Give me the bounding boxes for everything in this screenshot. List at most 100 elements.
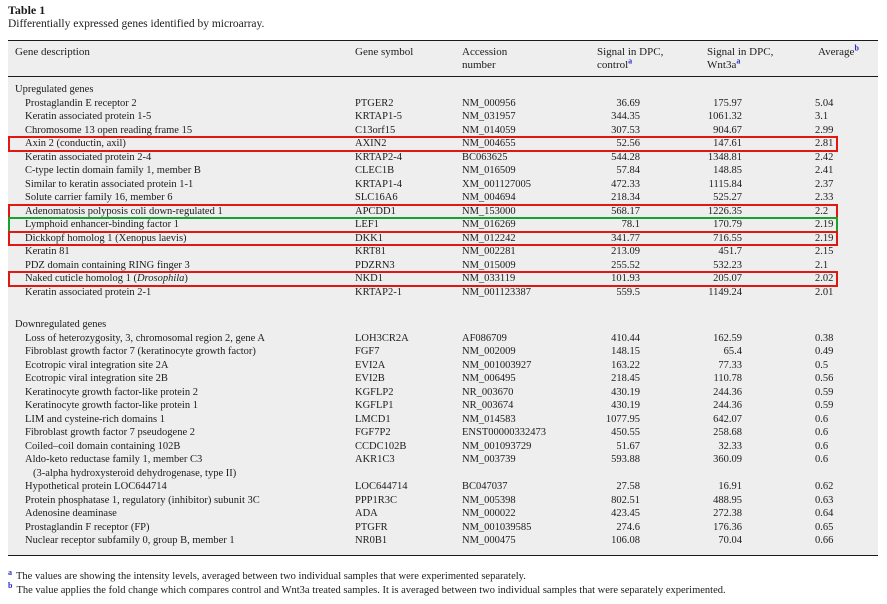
table-row: Lymphoid enhancer-binding factor 1 LEF1 NM… bbox=[8, 217, 878, 232]
cell-average: 0.65 bbox=[815, 521, 834, 533]
cell-gene-symbol: PPP1R3C bbox=[355, 494, 398, 506]
cell-signal-wnt3a: 1061.32 bbox=[707, 111, 742, 122]
table-caption: Differentially expressed genes identifie… bbox=[8, 18, 265, 30]
table-row: Keratin 81 KRT81 NM_002281 213.09 451.7 2.15 bbox=[8, 245, 878, 259]
section-downregulated: Downregulated genes Loss of heterozygosi… bbox=[8, 318, 878, 548]
cell-gene-description: Naked cuticle homolog 1 (Drosophila) bbox=[25, 273, 188, 284]
cell-accession-number: ENST00000332473 bbox=[462, 427, 546, 438]
cell-gene-description: Keratin 81 bbox=[25, 246, 70, 257]
cell-gene-symbol: FGF7P2 bbox=[355, 427, 391, 438]
cell-signal-wnt3a: 642.07 bbox=[713, 413, 742, 425]
cell-signal-control: 423.45 bbox=[611, 508, 640, 519]
cell-accession-number: NM_003739 bbox=[462, 454, 516, 465]
cell-accession-number: NM_001093729 bbox=[462, 440, 532, 452]
cell-signal-control: 163.22 bbox=[611, 359, 640, 371]
cell-gene-symbol: EVI2A bbox=[355, 359, 386, 371]
cell-average: 2.81 bbox=[815, 138, 834, 149]
table-row: Keratin associated protein 1-5 KRTAP1-5 NM… bbox=[8, 110, 878, 124]
table-row: Keratin associated protein 2-4 KRTAP2-4 BC… bbox=[8, 151, 878, 165]
cell-signal-wnt3a: 244.36 bbox=[713, 400, 742, 411]
cell-signal-wnt3a: 1115.84 bbox=[708, 178, 742, 190]
table-number: Table 1 bbox=[8, 3, 46, 17]
table-row: Fibroblast growth factor 7 (keratinocyte… bbox=[8, 345, 878, 359]
cell-average: 0.62 bbox=[815, 481, 834, 492]
cell-average: 2.41 bbox=[815, 165, 834, 176]
table-row: Fibroblast growth factor 7 pseudogene 2 F… bbox=[8, 426, 878, 440]
cell-gene-symbol: FGF7 bbox=[355, 346, 380, 357]
cell-average: 3.1 bbox=[815, 111, 829, 122]
cell-gene-symbol: C13orf15 bbox=[355, 124, 396, 136]
table-row: Ecotropic viral integration site 2A EVI2A… bbox=[8, 359, 878, 373]
cell-accession-number: NM_001039585 bbox=[462, 521, 532, 533]
cell-signal-control: 593.88 bbox=[611, 454, 640, 465]
footnote-marker-a: a bbox=[8, 567, 12, 577]
cell-gene-description: Aldo-keto reductase family 1, member C3(… bbox=[8, 453, 355, 480]
cell-gene-symbol: PTGER2 bbox=[355, 97, 394, 109]
cell-gene-symbol: KRTAP1-4 bbox=[355, 178, 402, 190]
cell-gene-description: Ecotropic viral integration site 2A bbox=[25, 359, 169, 371]
cell-accession-number: NM_002281 bbox=[462, 246, 516, 257]
cell-average: 0.49 bbox=[815, 346, 834, 357]
cell-accession-number: NM_002009 bbox=[462, 346, 516, 357]
cell-signal-wnt3a: 716.55 bbox=[713, 232, 742, 244]
table-body: Upregulated genes Prostaglandin E recept… bbox=[8, 77, 878, 555]
footnote-marker-a: a bbox=[736, 55, 741, 65]
cell-average: 2.19 bbox=[815, 219, 834, 230]
cell-gene-description: Adenosine deaminase bbox=[25, 508, 117, 519]
cell-accession-number: NM_001003927 bbox=[462, 359, 532, 371]
cell-signal-control: 559.5 bbox=[616, 286, 640, 298]
cell-signal-control: 802.51 bbox=[611, 494, 640, 506]
cell-signal-control: 568.17 bbox=[611, 205, 640, 217]
table-row: Protein phosphatase 1, regulatory (inhib… bbox=[8, 494, 878, 508]
cell-average: 2.01 bbox=[815, 286, 834, 298]
cell-accession-number: XM_001127005 bbox=[462, 178, 532, 190]
cell-gene-description: Ecotropic viral integration site 2B bbox=[25, 373, 168, 384]
cell-gene-description: Keratinocyte growth factor-like protein … bbox=[25, 386, 198, 398]
table-row: LIM and cysteine-rich domains 1 LMCD1 NM_0… bbox=[8, 413, 878, 427]
cell-signal-wnt3a: 258.68 bbox=[713, 427, 742, 438]
cell-gene-description: C-type lectin domain family 1, member B bbox=[25, 165, 201, 176]
cell-average: 2.15 bbox=[815, 246, 834, 257]
cell-signal-control: 36.69 bbox=[616, 97, 640, 109]
cell-average: 0.6 bbox=[815, 427, 829, 438]
cell-gene-symbol: KRT81 bbox=[355, 246, 386, 257]
cell-signal-wnt3a: 32.33 bbox=[718, 440, 742, 452]
footnote-a: a The values are showing the intensity le… bbox=[8, 567, 526, 582]
cell-gene-symbol: KRTAP2-1 bbox=[355, 286, 402, 298]
cell-accession-number: NM_033119 bbox=[462, 273, 516, 284]
cell-signal-wnt3a: 148.85 bbox=[713, 165, 742, 176]
cell-signal-wnt3a: 904.67 bbox=[713, 124, 742, 136]
cell-signal-control: 148.15 bbox=[611, 346, 640, 357]
cell-accession-number: NM_005398 bbox=[462, 494, 516, 506]
cell-average: 2.02 bbox=[815, 273, 834, 284]
table-row: Keratinocyte growth factor-like protein … bbox=[8, 399, 878, 413]
cell-signal-wnt3a: 488.95 bbox=[713, 494, 742, 506]
section-label: Downregulated genes bbox=[15, 319, 107, 330]
cell-gene-symbol: PTGFR bbox=[355, 521, 388, 533]
cell-gene-symbol: SLC16A6 bbox=[355, 192, 398, 203]
cell-accession-number: NM_016269 bbox=[462, 219, 516, 230]
table-row: Adenosine deaminase ADA NM_000022 423.45 272… bbox=[8, 507, 878, 521]
cell-signal-control: 27.58 bbox=[616, 481, 640, 492]
table-row: Solute carrier family 16, member 6 SLC16A… bbox=[8, 191, 878, 205]
table-row: Loss of heterozygosity, 3, chromosomal r… bbox=[8, 332, 878, 346]
cell-average: 2.2 bbox=[815, 205, 829, 217]
cell-signal-control: 52.56 bbox=[616, 138, 640, 149]
cell-gene-symbol: LMCD1 bbox=[355, 413, 391, 425]
cell-signal-wnt3a: 176.36 bbox=[713, 521, 742, 533]
cell-average: 5.04 bbox=[815, 97, 834, 109]
cell-signal-wnt3a: 532.23 bbox=[713, 259, 742, 271]
cell-gene-description: Solute carrier family 16, member 6 bbox=[25, 192, 173, 203]
cell-average: 2.1 bbox=[815, 259, 829, 271]
cell-gene-description: Dickkopf homolog 1 (Xenopus laevis) bbox=[25, 232, 187, 244]
cell-gene-symbol: LEF1 bbox=[355, 219, 379, 230]
cell-accession-number: NM_153000 bbox=[462, 205, 516, 217]
cell-gene-description: Fibroblast growth factor 7 pseudogene 2 bbox=[25, 427, 196, 438]
cell-gene-description: Keratinocyte growth factor-like protein … bbox=[25, 400, 198, 411]
cell-average: 0.64 bbox=[815, 508, 834, 519]
cell-gene-description: Adenomatosis polyposis coli down-regulat… bbox=[25, 205, 223, 217]
cell-signal-control: 101.93 bbox=[611, 273, 640, 284]
header-accession-number: Accession number bbox=[462, 46, 508, 71]
table-row: Naked cuticle homolog 1 (Drosophila) NKD1… bbox=[8, 271, 878, 286]
